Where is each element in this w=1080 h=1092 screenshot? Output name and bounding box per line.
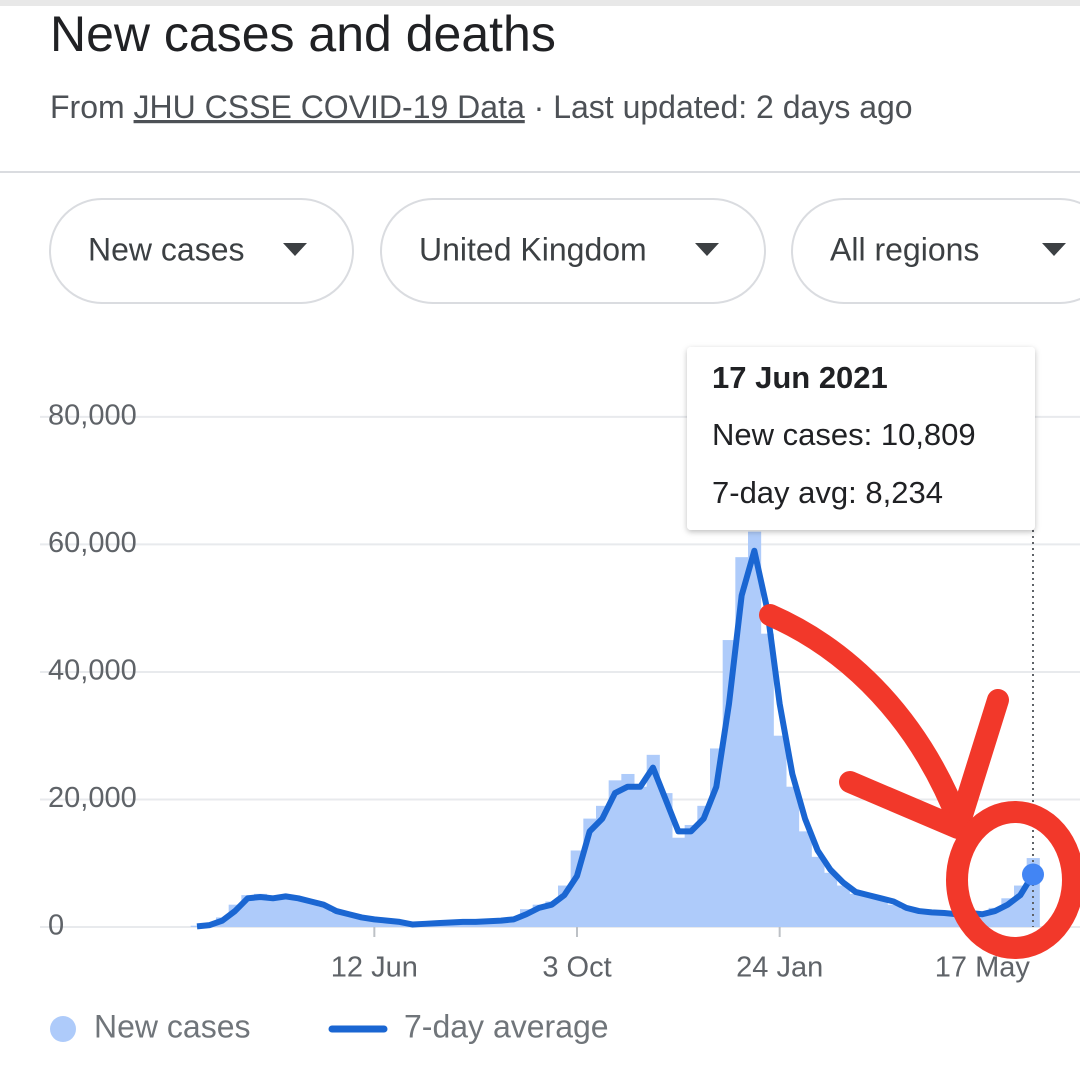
annotation-arrow — [759, 604, 971, 836]
y-tick-label: 20,000 — [48, 782, 137, 814]
subtitle: From JHU CSSE COVID-19 Data · Last updat… — [50, 89, 913, 125]
title: New cases and deaths — [50, 6, 556, 62]
new-cases-bar — [380, 921, 394, 927]
new-cases-bar — [684, 824, 698, 927]
new-cases-bar — [748, 531, 762, 927]
tooltip-line: New cases: 10,809 — [712, 417, 976, 452]
tooltip-line: 7-day avg: 8,234 — [712, 475, 943, 510]
dropdown[interactable]: All regions — [791, 198, 1080, 304]
dropdown-box — [49, 198, 354, 304]
legend-label: 7-day average — [404, 1008, 609, 1044]
dropdown-arrow — [695, 243, 719, 256]
new-cases-bar — [900, 909, 914, 927]
new-cases-bar — [596, 805, 610, 927]
new-cases-bar — [798, 831, 812, 927]
new-cases-bar — [912, 911, 926, 927]
dropdown[interactable]: United Kingdom — [380, 198, 766, 304]
new-cases-bar — [608, 780, 622, 927]
annotation-arrowhead — [839, 689, 1009, 839]
y-tick-label: 0 — [48, 910, 64, 942]
new-cases-bar — [836, 885, 850, 927]
dropdown-label: All regions — [830, 231, 979, 267]
y-tick-label: 80,000 — [48, 400, 137, 432]
new-cases-bar — [773, 735, 787, 927]
tooltip: 17 Jun 2021 New cases: 10,809 7-day avg: 8… — [687, 347, 1035, 530]
new-cases-bar — [874, 899, 888, 927]
source-prefix: From — [50, 89, 125, 125]
dropdown-box — [380, 198, 766, 304]
new-cases-bar — [634, 786, 648, 927]
dropdown-label: New cases — [88, 231, 245, 267]
new-cases-bar — [697, 805, 711, 927]
new-cases-bar — [646, 754, 660, 927]
annotation-circle — [946, 801, 1080, 959]
new-cases-bar — [317, 906, 331, 927]
new-cases-bar — [811, 856, 825, 927]
new-cases-bar — [292, 900, 306, 927]
new-cases-bar — [659, 793, 673, 927]
new-cases-bar — [254, 893, 268, 927]
dropdown-arrow — [283, 243, 307, 256]
new-cases-bar — [925, 912, 939, 927]
new-cases-bar — [304, 902, 318, 927]
dropdown-label: United Kingdom — [419, 231, 647, 267]
new-cases-bar — [849, 893, 863, 927]
tooltip-date: 17 Jun 2021 — [712, 360, 888, 395]
filters: New cases United Kingdom All regions — [49, 198, 1080, 304]
legend: New cases 7-day average — [50, 1008, 609, 1044]
dropdown-box — [791, 198, 1080, 304]
new-cases-bar — [672, 837, 686, 927]
new-cases-bar — [330, 912, 344, 927]
x-tick-label: 3 Oct — [542, 952, 611, 984]
avg-line — [196, 547, 1036, 930]
y-tick-label: 40,000 — [48, 655, 137, 687]
hover-point — [1022, 863, 1044, 886]
x-tick-label: 12 Jun — [331, 952, 418, 984]
x-tick-label: 24 Jan — [736, 952, 823, 984]
top-shadow — [0, 0, 1080, 6]
new-cases-bar — [355, 918, 369, 927]
tooltip-box — [687, 347, 1035, 530]
dropdown-arrow — [1042, 243, 1066, 256]
new-cases-bar — [938, 913, 952, 927]
annotation — [759, 604, 1080, 959]
new-cases-bar — [368, 919, 382, 927]
source-link[interactable]: JHU CSSE COVID-19 Data — [134, 89, 525, 125]
new-cases-bar — [279, 895, 293, 927]
new-cases-bar — [621, 773, 635, 927]
new-cases-bar — [824, 872, 838, 927]
legend-label: New cases — [94, 1008, 251, 1044]
plot: 0 20,000 40,000 60,000 80,000 12 Jun 3 Oct 24 J… — [40, 400, 1080, 984]
new-cases-bar — [266, 899, 280, 927]
new-cases-bar — [887, 904, 901, 927]
dropdown[interactable]: New cases — [49, 198, 354, 304]
new-cases-bar — [735, 557, 749, 927]
legend-swatch — [50, 1016, 76, 1042]
y-tick-label: 60,000 — [48, 527, 137, 559]
updated: · Last updated: 2 days ago — [534, 89, 913, 125]
new-cases-bar — [862, 896, 876, 927]
new-cases-bar — [786, 786, 800, 927]
new-cases-bar — [760, 633, 774, 927]
